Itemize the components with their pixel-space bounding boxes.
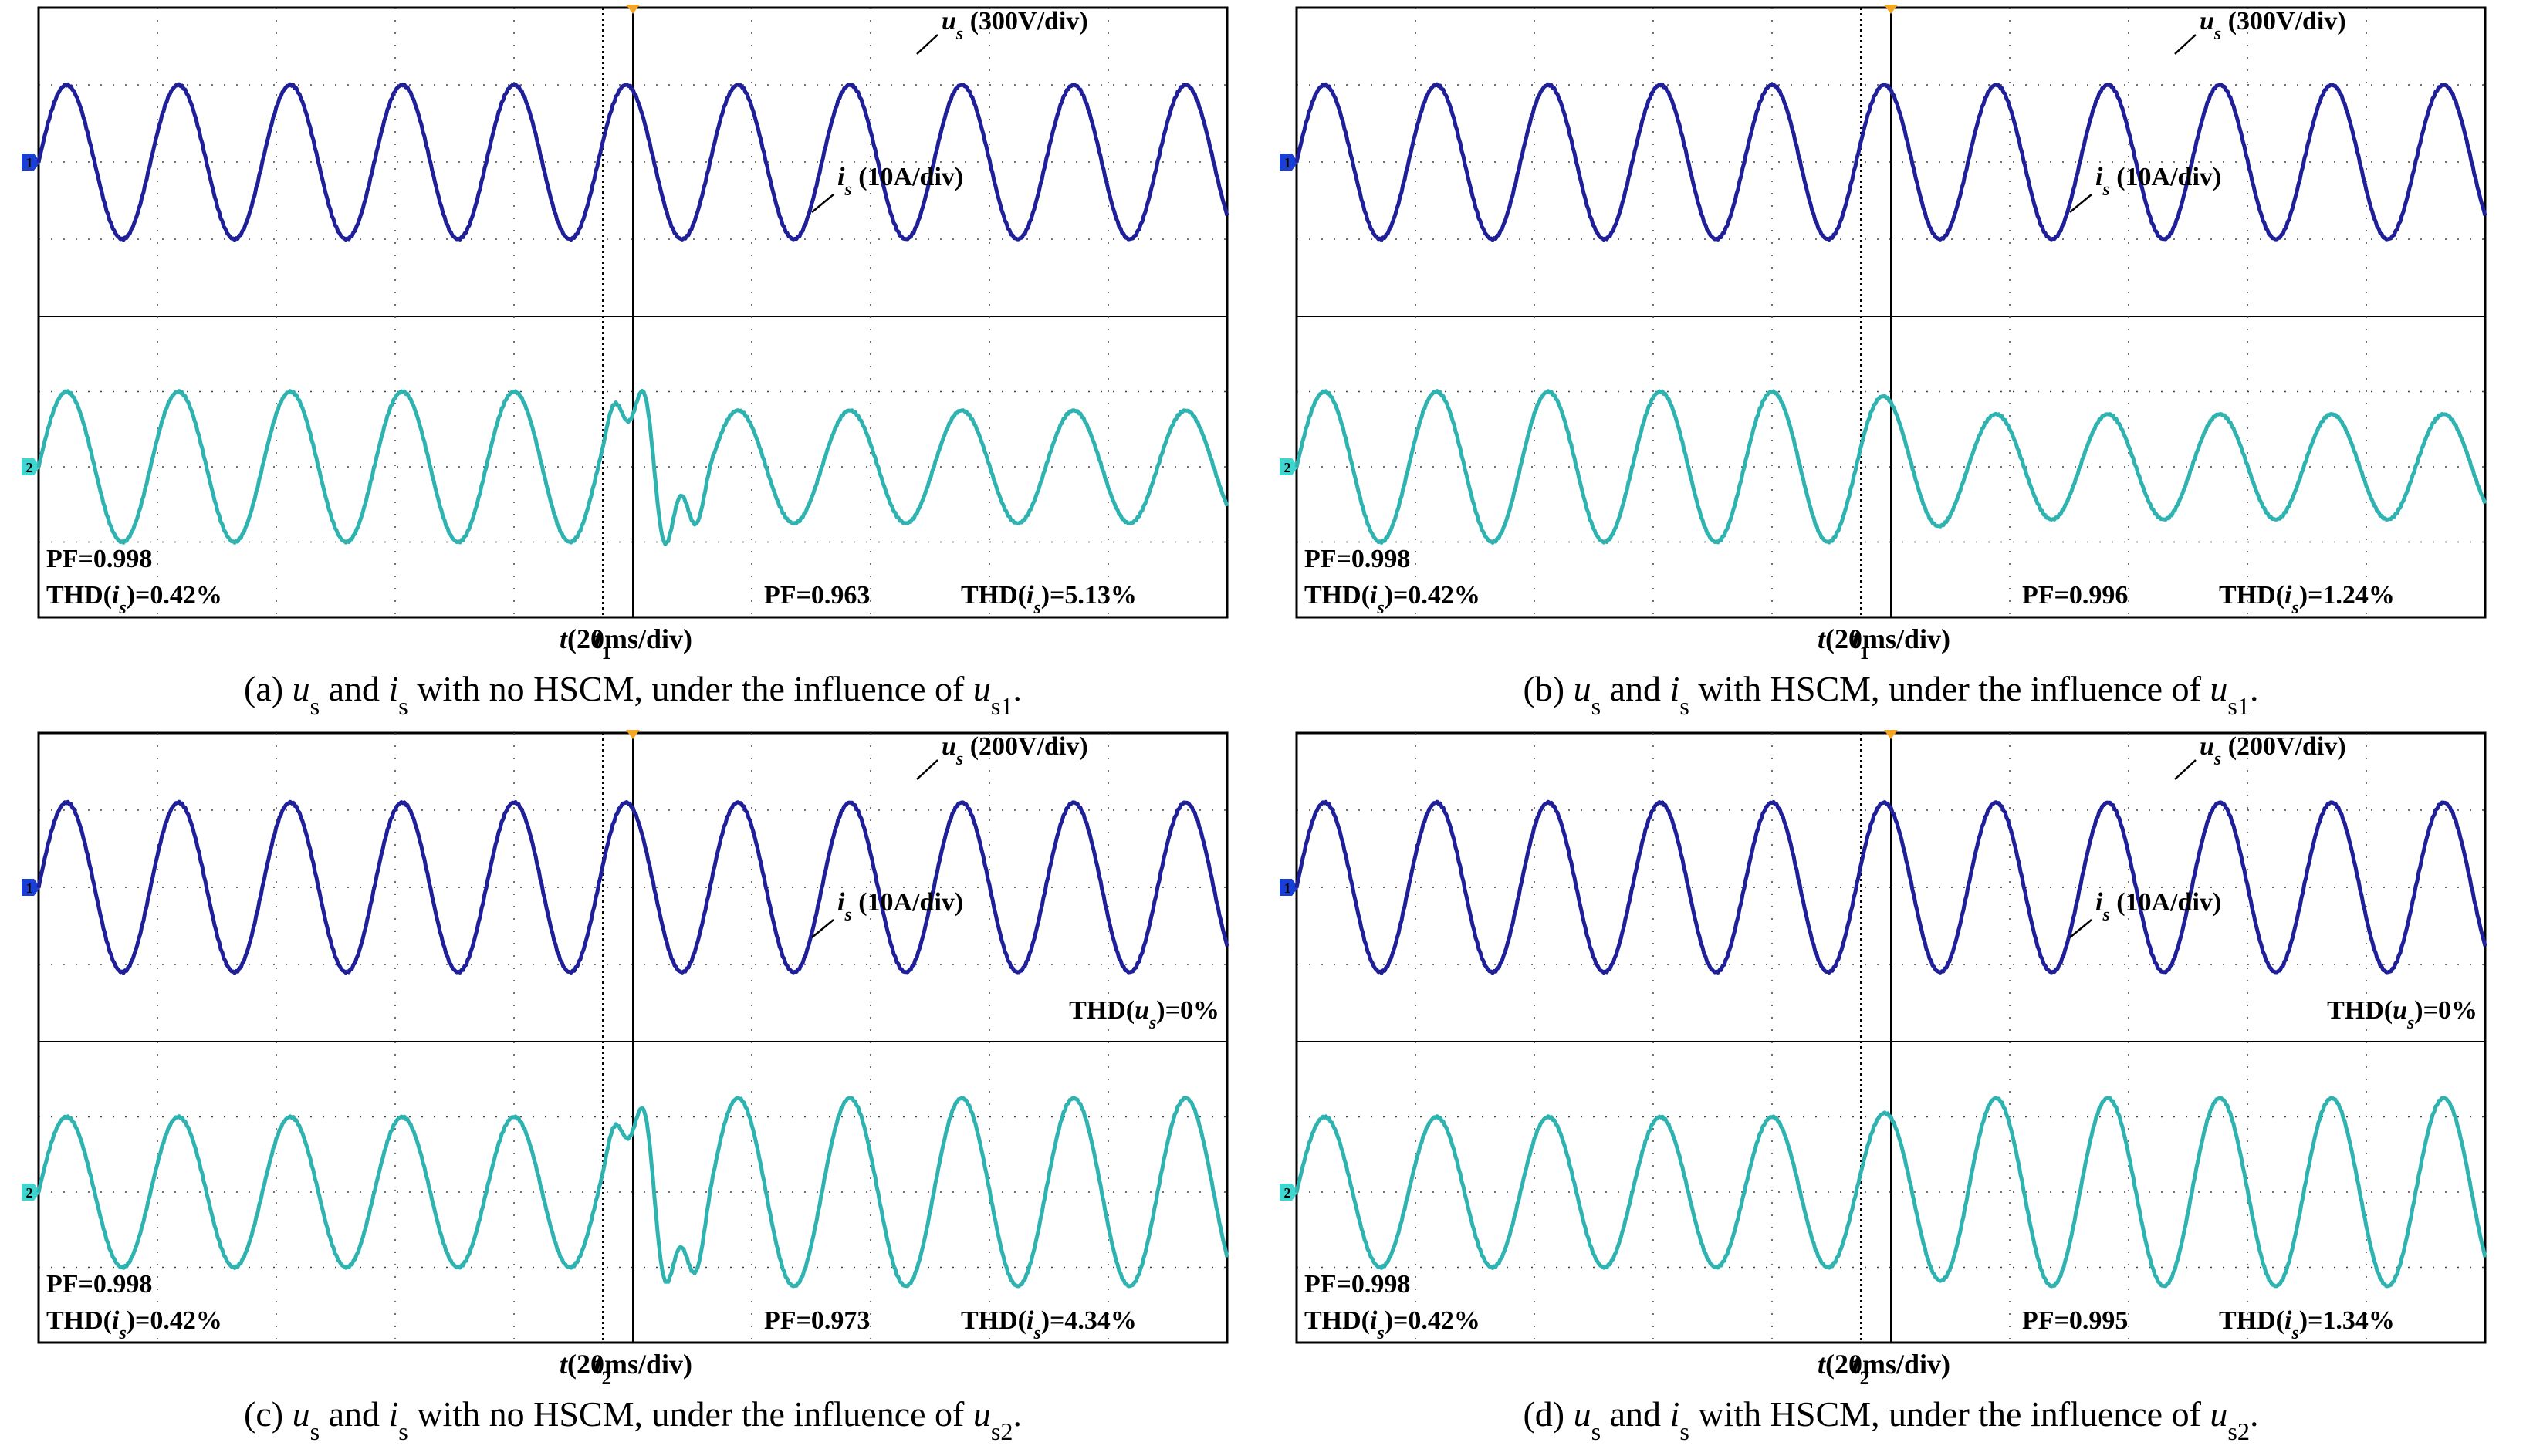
channel-1-marker-icon: 1 (22, 154, 40, 171)
current-label-arrow (811, 919, 834, 938)
event-time-label: t1 (594, 623, 612, 664)
right-pf-label: PF=0.973 (764, 1306, 870, 1335)
panel-caption: (d) us and is with HSCM, under the influ… (1523, 1394, 2258, 1445)
panel-caption: (b) us and is with HSCM, under the influ… (1523, 669, 2258, 720)
channel-2-marker-icon: 2 (1280, 458, 1298, 475)
svg-text:1: 1 (1284, 880, 1291, 896)
event-time-label: t2 (594, 1349, 612, 1389)
right-thd-label: THD(is)=4.34% (961, 1306, 1137, 1343)
oscilloscope-c: 1 2 us (200V/div) is (10A/div) THD(us)=0% PF=… (22, 730, 1229, 1445)
left-pf-label: PF=0.998 (46, 545, 152, 573)
channel-1-marker-icon: 1 (1280, 154, 1298, 171)
right-thd-label: THD(is)=1.24% (2219, 581, 2395, 618)
current-label-arrow (2069, 919, 2092, 938)
current-label: is (10A/div) (837, 163, 963, 200)
left-pf-label: PF=0.998 (1304, 545, 1410, 573)
current-label: is (10A/div) (2095, 163, 2221, 200)
channel-2-marker-icon: 2 (22, 458, 40, 475)
right-pf-label: PF=0.963 (764, 581, 870, 610)
channel-1-marker-icon: 1 (22, 879, 40, 896)
svg-text:2: 2 (26, 460, 33, 475)
voltage-label-arrow (916, 759, 938, 780)
channel-2-marker-icon: 2 (22, 1184, 40, 1201)
right-pf-label: PF=0.995 (2022, 1306, 2128, 1335)
current-trace (36, 1096, 1229, 1289)
time-scale-label: t(20ms/div) (560, 1349, 692, 1380)
panel-caption: (c) us and is with no HSCM, under the in… (244, 1394, 1022, 1445)
thd-us-label: THD(us)=0% (1069, 996, 1219, 1033)
current-trace (36, 389, 1229, 546)
voltage-label: us (300V/div) (942, 7, 1088, 44)
trigger-marker-icon (626, 5, 640, 14)
svg-text:2: 2 (1284, 460, 1291, 475)
panel-caption: (a) us and is with no HSCM, under the in… (244, 669, 1022, 720)
event-time-label: t1 (1852, 623, 1870, 664)
left-pf-label: PF=0.998 (46, 1270, 152, 1299)
panel-b: 1 2 us (300V/div) is (10A/div) PF=0.998 THD(i… (1280, 0, 2508, 720)
right-pf-label: PF=0.996 (2022, 581, 2128, 610)
left-thd-label: THD(is)=0.42% (46, 1306, 222, 1343)
current-label-arrow (2069, 194, 2092, 213)
voltage-label: us (300V/div) (2200, 7, 2346, 44)
left-thd-label: THD(is)=0.42% (1304, 1306, 1480, 1343)
left-pf-label: PF=0.998 (1304, 1270, 1410, 1299)
channel-2-marker-icon: 2 (1280, 1184, 1298, 1201)
voltage-trace (1294, 799, 2487, 975)
oscilloscope-a: 1 2 us (300V/div) is (10A/div) PF=0.998 THD(i… (22, 5, 1229, 720)
voltage-label-arrow (2174, 759, 2197, 780)
voltage-trace (36, 82, 1229, 242)
current-trace (1294, 389, 2487, 545)
panel-c: 1 2 us (200V/div) is (10A/div) THD(us)=0% PF=… (22, 725, 1250, 1445)
voltage-label: us (200V/div) (2200, 732, 2346, 769)
svg-text:2: 2 (1284, 1185, 1291, 1201)
voltage-trace (36, 799, 1229, 975)
trigger-marker-icon (1884, 5, 1898, 14)
svg-text:1: 1 (1284, 155, 1291, 171)
current-trace (1294, 1096, 2487, 1289)
trigger-marker-icon (626, 730, 640, 739)
current-label-arrow (811, 194, 834, 213)
left-thd-label: THD(is)=0.42% (46, 581, 222, 618)
current-label: is (10A/div) (2095, 888, 2221, 925)
svg-text:1: 1 (26, 880, 33, 896)
left-thd-label: THD(is)=0.42% (1304, 581, 1480, 618)
voltage-trace (1294, 82, 2487, 242)
panel-a: 1 2 us (300V/div) is (10A/div) PF=0.998 THD(i… (22, 0, 1250, 720)
voltage-label-arrow (916, 34, 938, 55)
svg-text:1: 1 (26, 155, 33, 171)
trigger-marker-icon (1884, 730, 1898, 739)
event-time-label: t2 (1852, 1349, 1870, 1389)
time-scale-label: t(20ms/div) (560, 623, 692, 654)
panel-d: 1 2 us (200V/div) is (10A/div) THD(us)=0% PF=… (1280, 725, 2508, 1445)
channel-1-marker-icon: 1 (1280, 879, 1298, 896)
svg-text:2: 2 (26, 1185, 33, 1201)
voltage-label: us (200V/div) (942, 732, 1088, 769)
voltage-label-arrow (2174, 34, 2197, 55)
thd-us-label: THD(us)=0% (2327, 996, 2477, 1033)
time-scale-label: t(20ms/div) (1818, 623, 1950, 654)
oscilloscope-d: 1 2 us (200V/div) is (10A/div) THD(us)=0% PF=… (1280, 730, 2487, 1445)
time-scale-label: t(20ms/div) (1818, 1349, 1950, 1380)
current-label: is (10A/div) (837, 888, 963, 925)
right-thd-label: THD(is)=1.34% (2219, 1306, 2395, 1343)
oscilloscope-b: 1 2 us (300V/div) is (10A/div) PF=0.998 THD(i… (1280, 5, 2487, 720)
right-thd-label: THD(is)=5.13% (961, 581, 1137, 618)
